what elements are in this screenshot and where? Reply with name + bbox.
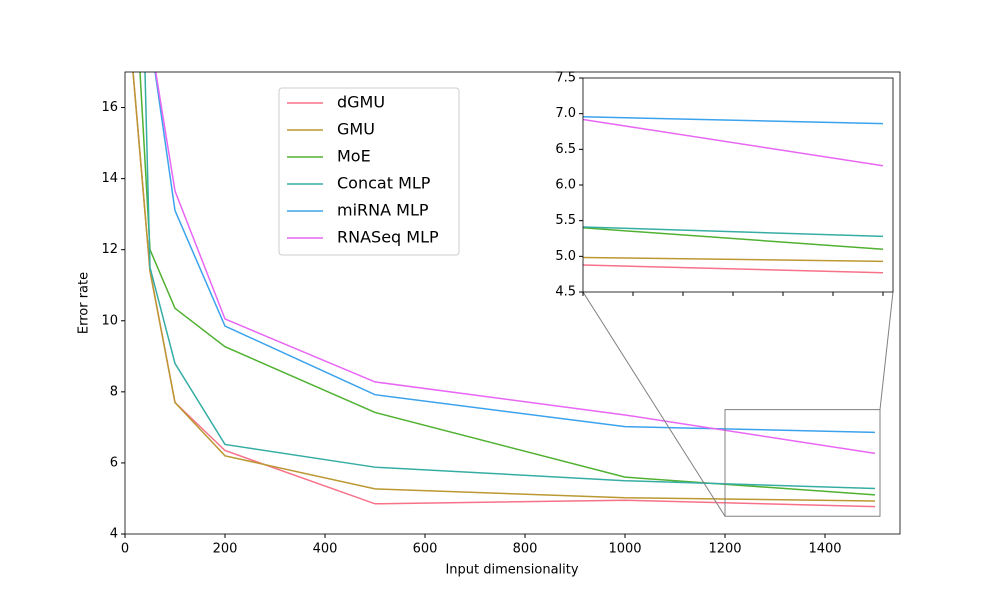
x-tick-label: 1000 — [608, 542, 641, 557]
y-tick-label: 4.5 — [555, 285, 576, 300]
connector — [582, 291, 726, 517]
legend-label: RNASeq MLP — [337, 228, 439, 247]
legend-label: Concat MLP — [337, 174, 431, 193]
legend-box — [278, 87, 460, 256]
y-tick-label: 6.0 — [555, 178, 576, 193]
x-tick-label: 600 — [413, 542, 438, 557]
legend: dGMU GMU MoE Concat MLP miRNA MLP RNASeq MLP — [278, 87, 460, 256]
x-tick-label: 1400 — [808, 542, 841, 557]
legend-label: dGMU — [337, 93, 385, 112]
y-tick-label: 5.5 — [555, 213, 576, 228]
x-tick-label: 800 — [513, 542, 538, 557]
series-line — [132, 72, 876, 502]
x-tick-label: 200 — [213, 542, 238, 557]
series-line — [144, 72, 876, 490]
x-tick-label: 400 — [313, 542, 338, 557]
y-tick-label: 10 — [101, 313, 118, 328]
y-tick-label: 8 — [110, 384, 118, 399]
y-tick-label: 7.5 — [555, 71, 576, 86]
series-line — [154, 72, 876, 455]
y-tick-label: 5.0 — [555, 249, 576, 264]
zoom-box — [724, 409, 881, 517]
legend-label: MoE — [337, 147, 371, 166]
x-axis-label: Input dimensionality — [445, 563, 578, 578]
series-line — [154, 72, 876, 434]
axes-frame — [124, 71, 901, 535]
connector — [879, 291, 894, 410]
plot-area — [583, 78, 893, 292]
y-tick-label: 16 — [101, 100, 118, 115]
legend-label: GMU — [337, 120, 375, 139]
y-tick-label: 14 — [101, 171, 118, 186]
y-tick-label: 7.0 — [555, 106, 576, 121]
y-tick-label: 6 — [110, 455, 118, 470]
y-tick-label: 12 — [101, 242, 118, 257]
y-tick-label: 4 — [110, 527, 118, 542]
series-group — [132, 72, 876, 508]
legend-label: miRNA MLP — [337, 201, 429, 220]
y-axis-label: Error rate — [77, 272, 92, 334]
y-tick-label: 6.5 — [555, 142, 576, 157]
x-tick-label: 1200 — [708, 542, 741, 557]
x-tick-label: 0 — [121, 542, 129, 557]
